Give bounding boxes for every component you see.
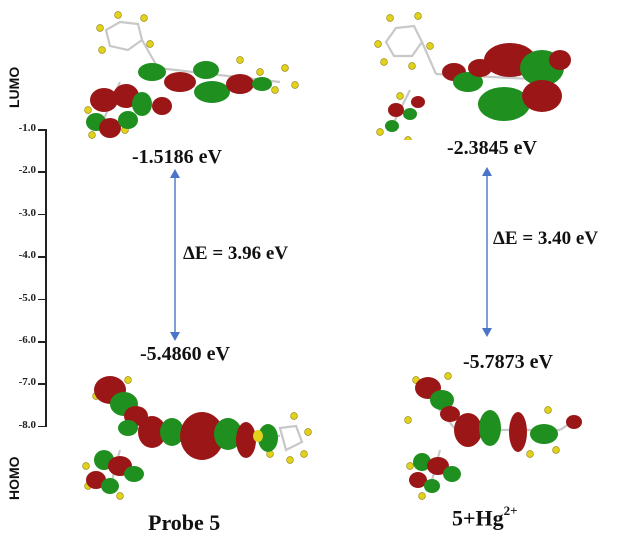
axis-tick [38,341,46,343]
complex-lumo-energy: -2.3845 eV [447,137,537,159]
probe-homo-energy: -5.4860 eV [140,343,230,365]
probe-energy-gap: ΔE = 3.96 eV [183,243,289,264]
axis-tick-label: -2.0 [18,164,36,177]
axis-tick-label: -3.0 [18,206,36,219]
complex-homo-energy: -5.7873 eV [463,351,553,373]
probe-lumo-energy: -1.5186 eV [132,146,222,168]
probe-homo-orbital [82,376,312,500]
axis-tick-label: -1.0 [18,122,36,134]
complex-gap-arrow [482,167,492,337]
probe-lumo-orbital [84,11,299,139]
axis-tick [38,256,46,258]
axis-tick-label: -5.0 [18,291,36,304]
axis-tick-label: -8.0 [18,418,36,431]
complex-name: 5+Hg2+ [452,503,518,531]
axis-tick [38,171,46,173]
axis-tick [38,425,46,428]
homo-axis-label: HOMO [6,456,22,500]
energy-axis-line [45,129,47,427]
axis-tick [38,383,46,385]
probe-name: Probe 5 [148,510,221,535]
probe-gap-arrow [170,169,180,341]
axis-tick-label: -7.0 [18,376,36,389]
axis-tick [38,129,46,131]
complex-name-charge: 2+ [503,503,518,518]
complex-homo-orbital [404,372,582,500]
complex-lumo-orbital [374,12,571,140]
complex-energy-gap: ΔE = 3.40 eV [493,228,599,249]
axis-tick-label: -6.0 [18,334,36,346]
axis-tick-label: -4.0 [18,249,36,262]
lumo-axis-label: LUMO [6,66,22,108]
axis-tick [38,298,46,301]
complex-name-base: 5+Hg [452,505,504,531]
axis-tick [38,213,46,216]
